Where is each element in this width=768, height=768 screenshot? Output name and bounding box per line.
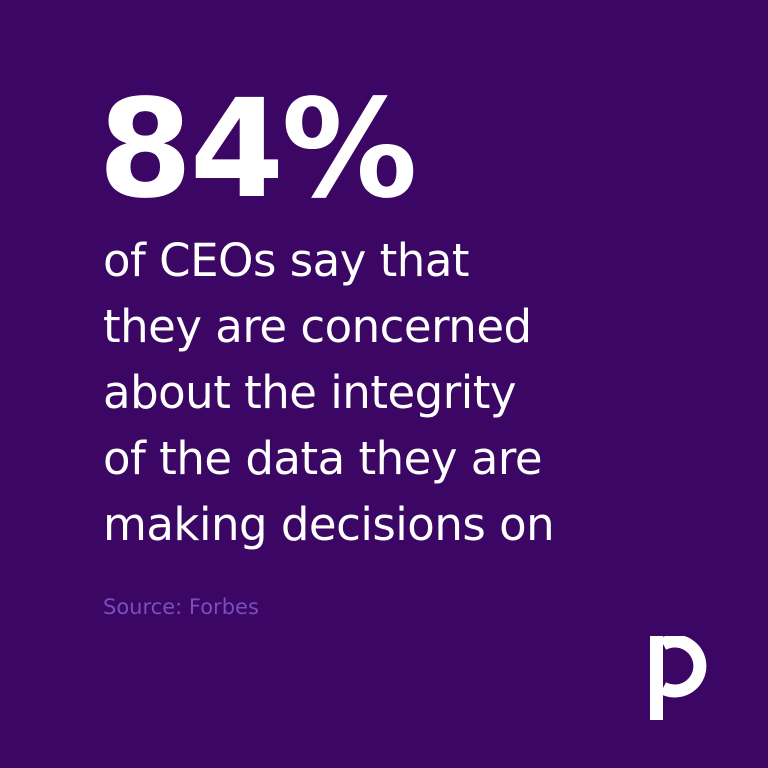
statement-line: of the data they are <box>103 432 543 485</box>
statement-line: they are concerned <box>103 300 532 353</box>
statement-line: of CEOs say that <box>103 234 470 287</box>
statement-line: making decisions on <box>103 498 555 551</box>
source-credit: Source: Forbes <box>103 595 259 619</box>
stat-value: 84% <box>98 71 418 229</box>
statement-text: of CEOs say that they are concerned abou… <box>103 228 703 558</box>
p-logo-icon <box>644 634 716 720</box>
statement-line: about the integrity <box>103 366 517 419</box>
